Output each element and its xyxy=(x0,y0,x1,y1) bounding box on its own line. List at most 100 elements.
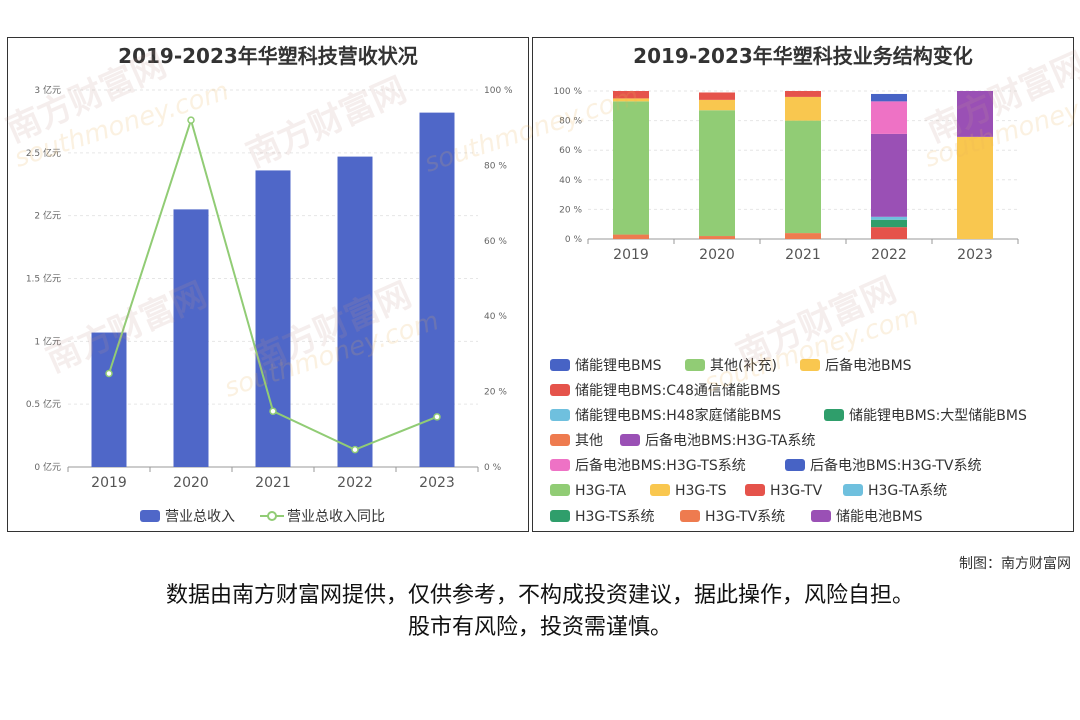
legend-label: 后备电池BMS xyxy=(825,358,912,374)
legend-item[interactable]: 后备电池BMS:H3G-TV系统 xyxy=(785,458,981,474)
stack-segment xyxy=(871,216,907,220)
legend-swatch xyxy=(824,409,844,421)
stack-segment xyxy=(785,233,821,239)
disclaimer: 数据由南方财富网提供，仅供参考，不构成投资建议，据此操作，风险自担。 股市有风险… xyxy=(0,580,1080,644)
stack-segment xyxy=(785,120,821,234)
revenue-bar xyxy=(337,156,373,467)
legend-swatch xyxy=(811,510,831,522)
yoy-point xyxy=(105,369,113,378)
legend-swatch xyxy=(550,510,570,522)
y-left-tick-label: 0.5 亿元 xyxy=(26,398,61,410)
stack-segment xyxy=(699,236,735,239)
legend-swatch xyxy=(650,484,670,496)
legend-item[interactable]: 后备电池BMS xyxy=(800,358,912,374)
legend-swatch xyxy=(745,484,765,496)
stack-segment xyxy=(871,93,907,102)
y-right-tick-label: 40 % xyxy=(484,312,507,322)
legend-item[interactable]: 后备电池BMS:H3G-TS系统 xyxy=(550,458,746,474)
legend-item[interactable]: H3G-TA系统 xyxy=(843,483,947,499)
disclaimer-line-1: 数据由南方财富网提供，仅供参考，不构成投资建议，据此操作，风险自担。 xyxy=(165,583,914,608)
legend-label: H3G-TA xyxy=(575,483,627,499)
x-tick-label: 2022 xyxy=(871,247,907,263)
stack-segment xyxy=(871,219,907,228)
y-left-tick-label: 1.5 亿元 xyxy=(26,273,61,285)
legend-item[interactable]: H3G-TV xyxy=(745,483,822,499)
legend-item[interactable]: H3G-TS xyxy=(650,483,727,499)
legend-revenue[interactable]: 营业总收入 xyxy=(140,509,235,525)
stack-segment xyxy=(699,99,735,111)
legend-item[interactable]: 储能锂电BMS:H48家庭储能BMS xyxy=(550,408,781,424)
legend-item[interactable]: 其他(补充) xyxy=(685,358,777,374)
legend-swatch xyxy=(800,359,820,371)
chart-credit: 制图：南方财富网 xyxy=(959,556,1071,572)
structure-chart-title: 2019-2023年华塑科技业务结构变化 xyxy=(633,44,973,68)
stack-segment xyxy=(613,101,649,235)
x-tick-label: 2019 xyxy=(613,247,649,263)
legend-swatch xyxy=(550,484,570,496)
legend-label: H3G-TS系统 xyxy=(575,509,655,525)
legend-item[interactable]: 储能锂电BMS:C48通信储能BMS xyxy=(550,383,780,399)
legend-item[interactable]: H3G-TS系统 xyxy=(550,509,655,525)
legend-label: 储能锂电BMS:大型储能BMS xyxy=(849,408,1027,424)
y-tick-label: 60 % xyxy=(559,146,582,156)
revenue-bar xyxy=(255,170,291,467)
legend-label: 储能电池BMS xyxy=(836,509,923,525)
legend-swatch xyxy=(550,434,570,446)
y-tick-label: 40 % xyxy=(559,176,582,186)
legend-label: H3G-TA系统 xyxy=(868,483,948,499)
legend-swatch xyxy=(550,409,570,421)
structure-chart-panel: 2019-2023年华塑科技业务结构变化 0 % 20 % 40 % 60 % 80 %… xyxy=(532,37,1074,532)
legend-label: H3G-TV xyxy=(770,483,823,499)
stack-segment xyxy=(871,101,907,134)
stack-segment xyxy=(871,133,907,217)
y-left-tick-label: 2.5 亿元 xyxy=(26,147,61,159)
legend-item[interactable]: 后备电池BMS:H3G-TA系统 xyxy=(620,433,815,449)
y-right-tick-label: 60 % xyxy=(484,237,507,247)
revenue-chart-title: 2019-2023年华塑科技营收状况 xyxy=(118,44,418,68)
legend-item[interactable]: 储能电池BMS xyxy=(811,509,923,525)
legend-label: 后备电池BMS:H3G-TS系统 xyxy=(575,458,746,474)
legend-swatch xyxy=(550,359,570,371)
y-tick-label: 20 % xyxy=(559,205,582,215)
stack-segment xyxy=(785,96,821,121)
stack-segment xyxy=(699,110,735,237)
stack-segment xyxy=(699,92,735,100)
y-left-tick-label: 3 亿元 xyxy=(34,84,61,96)
yoy-point xyxy=(351,445,359,454)
x-tick-label: 2020 xyxy=(699,247,735,263)
legend-swatch xyxy=(843,484,863,496)
legend-label: 后备电池BMS:H3G-TV系统 xyxy=(810,458,982,474)
legend-swatch xyxy=(685,359,705,371)
y-right-tick-label: 0 % xyxy=(484,463,502,473)
legend-swatch xyxy=(680,510,700,522)
y-right-tick-label: 20 % xyxy=(484,388,507,398)
y-left-tick-label: 1 亿元 xyxy=(34,335,61,347)
x-tick-label: 2020 xyxy=(173,475,209,491)
legend-swatch xyxy=(620,434,640,446)
y-left-tick-label: 0 亿元 xyxy=(34,461,61,473)
x-tick-label: 2021 xyxy=(255,475,291,491)
yoy-point xyxy=(269,407,277,415)
legend-label: H3G-TS xyxy=(675,483,727,499)
disclaimer-line-2: 股市有风险，投资需谨慎。 xyxy=(407,615,672,640)
stack-segment xyxy=(957,91,993,137)
legend-label: 储能锂电BMS:H48家庭储能BMS xyxy=(575,408,782,424)
x-tick-label: 2021 xyxy=(785,247,821,263)
legend-item[interactable]: 储能锂电BMS:大型储能BMS xyxy=(824,408,1027,424)
legend-label: 其他(补充) xyxy=(710,358,777,374)
y-tick-label: 100 % xyxy=(553,87,582,97)
structure-chart-svg: 0 % 20 % 40 % 60 % 80 % 100 % 2019 2020 2021 2022… xyxy=(553,87,1019,263)
x-tick-label: 2019 xyxy=(91,475,127,491)
y-tick-label: 0 % xyxy=(565,235,583,245)
legend-revenue-label: 营业总收入 xyxy=(165,509,235,525)
x-tick-label: 2023 xyxy=(957,247,993,263)
legend-item[interactable]: H3G-TA xyxy=(550,483,626,499)
legend-item[interactable]: 其他 xyxy=(550,433,603,449)
yoy-point xyxy=(433,413,441,421)
legend-item[interactable]: H3G-TV系统 xyxy=(680,509,785,525)
revenue-bar xyxy=(173,209,209,467)
yoy-point xyxy=(187,116,195,124)
legend-item[interactable]: 储能锂电BMS xyxy=(550,358,662,374)
legend-swatch xyxy=(550,384,570,396)
legend-yoy[interactable]: 营业总收入同比 xyxy=(260,509,385,525)
